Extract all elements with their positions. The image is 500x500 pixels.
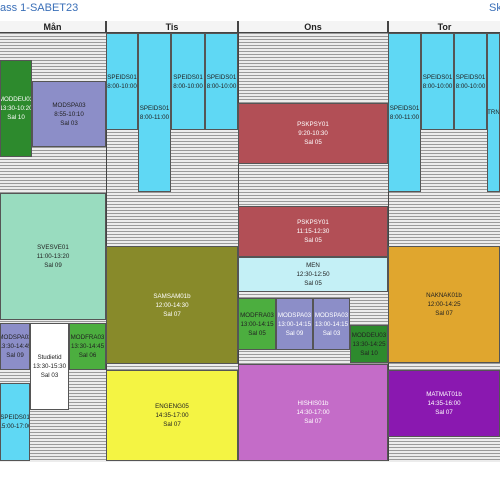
- lesson-block[interactable]: SAMSAM01b 12:00-14:30 Sal 07: [106, 246, 238, 364]
- lesson-block[interactable]: NAKNAK01b 12:00-14:25 Sal 07: [388, 246, 500, 363]
- lesson-block[interactable]: MODSPA03 13:00-14:15 Sal 03: [313, 298, 350, 350]
- day-header-thu: Tor: [388, 21, 500, 33]
- lesson-block[interactable]: SPEIDS01 8:00-10:00: [205, 33, 238, 130]
- header-right-text: Sk: [489, 2, 500, 14]
- lesson-block[interactable]: MODSPA03 8:55-10:10 Sal 03: [32, 81, 106, 147]
- lesson-block[interactable]: SPEIDS01 8:00-10:00: [421, 33, 454, 130]
- lesson-block[interactable]: SVESVE01 11:00-13:20 Sal 09: [0, 193, 106, 320]
- day-header-tue: Tis: [106, 21, 238, 33]
- schedule-title: ass 1-SABET23: [0, 2, 79, 14]
- lesson-block[interactable]: MODSPA03 13:30-14:45 Sal 09: [0, 323, 30, 370]
- lesson-block[interactable]: HISHIS01b 14:30-17:00 Sal 07: [238, 364, 388, 461]
- lesson-block[interactable]: SPEIDS01 8:00-10:00: [454, 33, 487, 130]
- lesson-block[interactable]: ENGENG05 14:35-17:00 Sal 07: [106, 370, 238, 461]
- lesson-block[interactable]: Studietid 13:30-15:30 Sal 03: [30, 323, 69, 410]
- lesson-block[interactable]: MODFRA03 13:30-14:45 Sal 06: [69, 323, 106, 370]
- lesson-block[interactable]: TRN: [487, 33, 500, 192]
- lesson-block[interactable]: PSKPSY01 9:20-10:30 Sal 05: [238, 103, 388, 164]
- lesson-block[interactable]: PSKPSY01 11:15-12:30 Sal 05: [238, 206, 388, 257]
- lesson-block[interactable]: MODDEU03 13:30-14:25 Sal 10: [350, 325, 388, 363]
- lesson-block[interactable]: MODFRA03 13:00-14:15 Sal 05: [238, 298, 276, 350]
- lesson-block[interactable]: MATMAT01b 14:35-16:00 Sal 07: [388, 370, 500, 437]
- lesson-block[interactable]: SPEIDS01 8:00-10:00: [106, 33, 138, 130]
- lesson-block[interactable]: SPEIDS01 8:00-11:00: [388, 33, 421, 192]
- lesson-block[interactable]: MODSPA03 13:00-14:15 Sal 09: [276, 298, 313, 350]
- lesson-block[interactable]: SPEIDS01 15:00-17:00: [0, 383, 30, 461]
- lesson-block[interactable]: MEN 12:30-12:50 Sal 05: [238, 257, 388, 292]
- lesson-block[interactable]: MODDEU03 13:30-10:20 Sal 10: [0, 60, 32, 157]
- lesson-block[interactable]: SPEIDS01 8:00-10:00: [171, 33, 205, 130]
- day-header-mon: Mån: [0, 21, 106, 33]
- day-header-wed: Ons: [238, 21, 388, 33]
- lesson-block[interactable]: SPEIDS01 8:00-11:00: [138, 33, 171, 192]
